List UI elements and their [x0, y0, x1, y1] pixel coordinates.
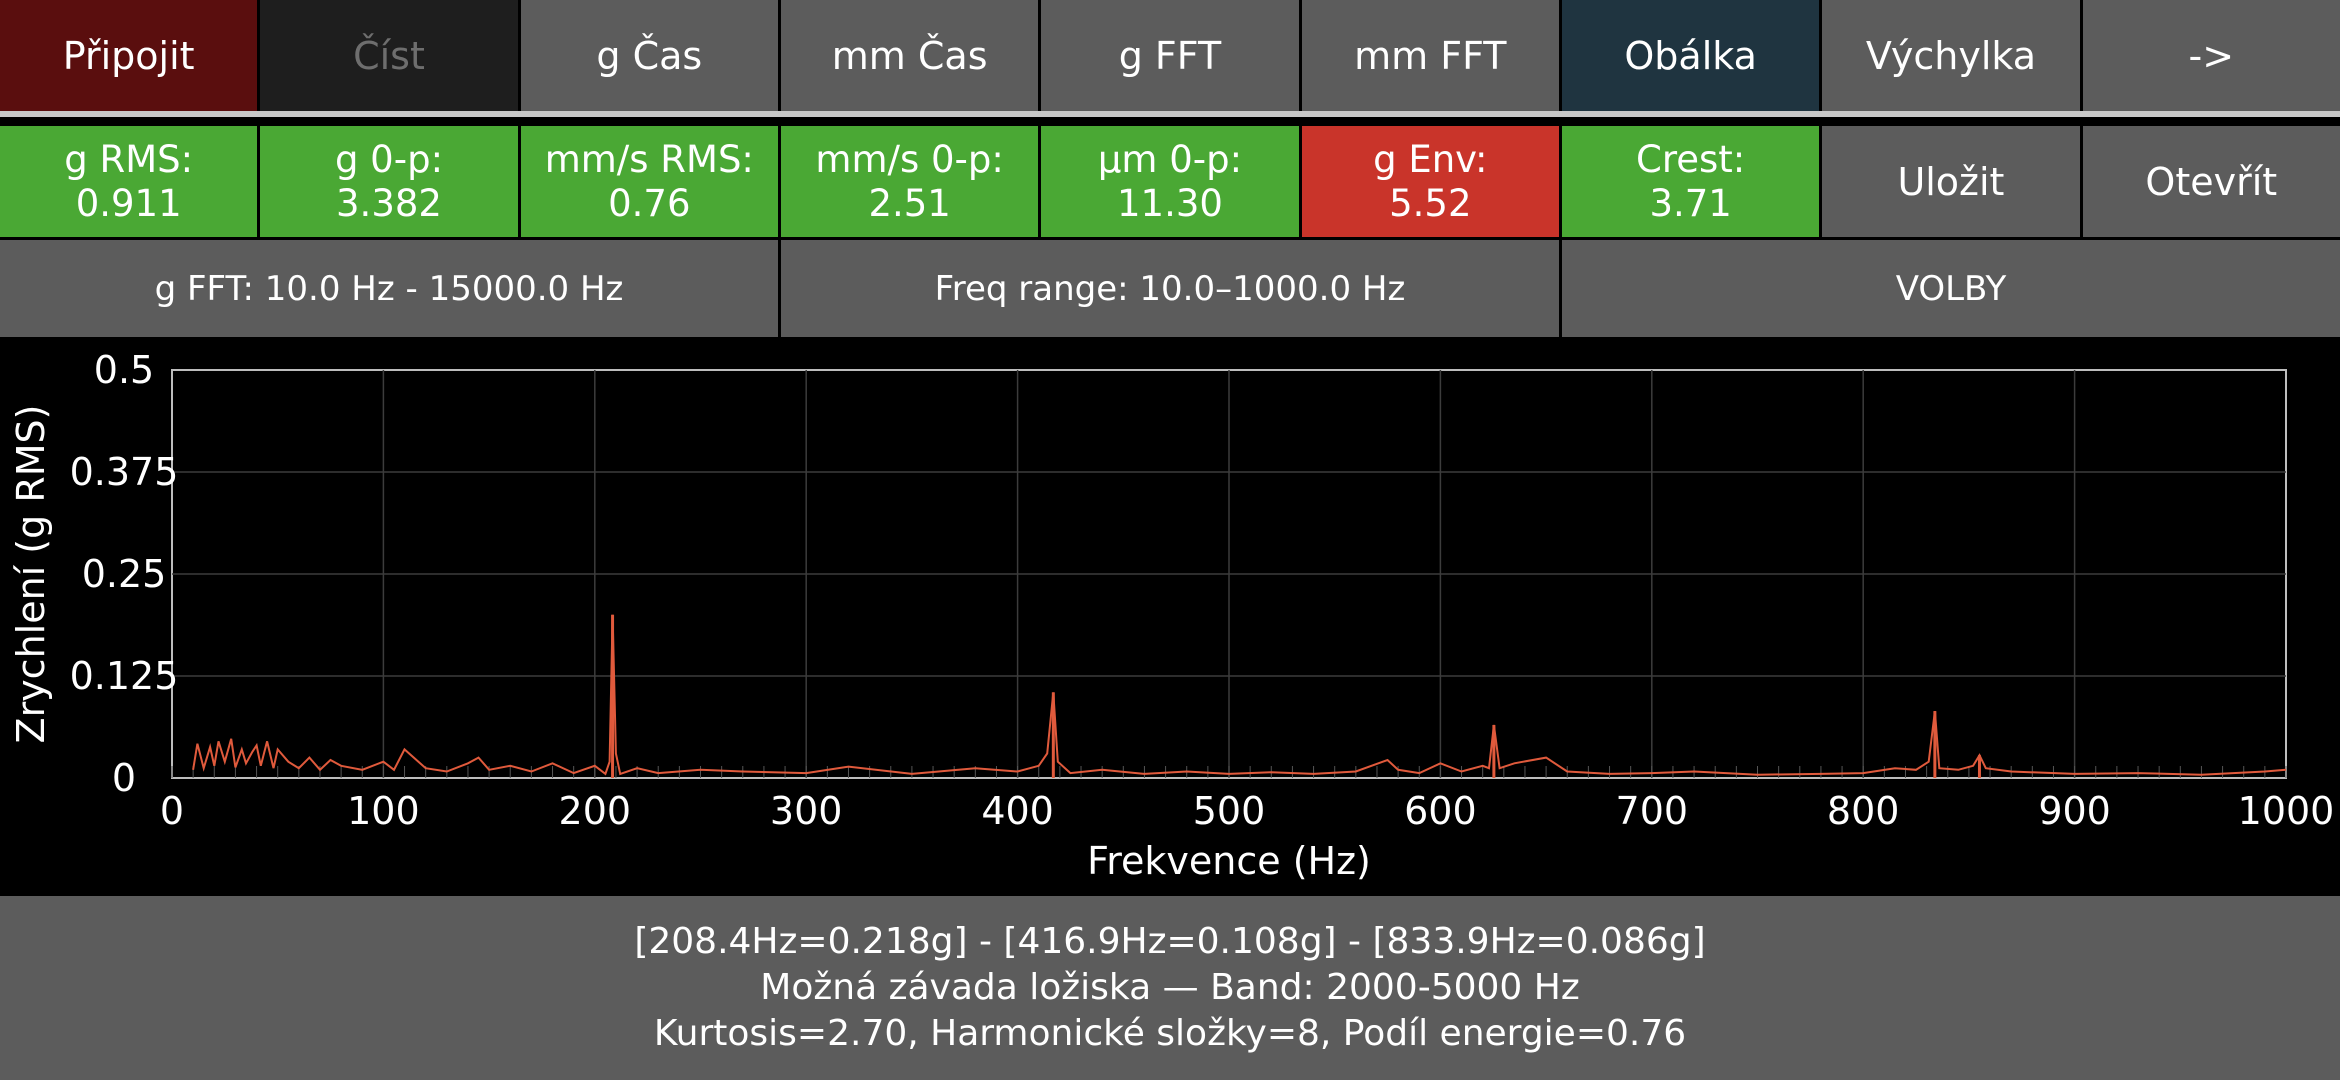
metric-value: 2.51 [868, 181, 951, 225]
metric-mms-0p: mm/s 0-p: 2.51 [780, 126, 1039, 237]
metric-value: 0.76 [608, 181, 691, 225]
x-tick-label: 200 [559, 789, 632, 833]
y-axis-label: Zrychlení (g RMS) [9, 405, 53, 744]
y-tick-label: 0.375 [70, 450, 179, 494]
x-tick-label: 1000 [2238, 789, 2335, 833]
displacement-button[interactable]: Výchylka [1822, 0, 2080, 111]
mm-fft-button[interactable]: mm FFT [1301, 0, 1559, 111]
toolbar-divider [0, 111, 2340, 117]
y-tick-label: 0.5 [94, 348, 154, 392]
metric-value: 5.52 [1389, 181, 1472, 225]
x-tick-label: 800 [1827, 789, 1900, 833]
metric-label: g 0-p: [334, 137, 444, 181]
next-page-button[interactable]: -> [2082, 0, 2340, 111]
metric-label: Crest: [1636, 137, 1746, 181]
settings-bar: g FFT: 10.0 Hz - 15000.0 Hz Freq range: … [0, 240, 2340, 337]
read-button[interactable]: Číst [260, 0, 518, 111]
diagnostic-info-panel: [208.4Hz=0.218g] - [416.9Hz=0.108g] - [8… [0, 896, 2340, 1080]
y-tick-label: 0 [112, 756, 136, 800]
connect-button[interactable]: Připojit [0, 0, 258, 111]
metric-label: µm 0-p: [1097, 137, 1243, 181]
metric-value: 11.30 [1117, 181, 1223, 225]
metric-label: g RMS: [64, 137, 194, 181]
spectrum-chart[interactable]: 0 100 200 300 400 500 600 700 800 900 1000 0 0.125 0.… [0, 340, 2340, 896]
diagnosis-text: Možná závada ložiska — Band: 2000-5000 H… [760, 966, 1580, 1008]
save-button[interactable]: Uložit [1822, 126, 2080, 237]
open-button[interactable]: Otevřít [2082, 126, 2340, 237]
metric-value: 0.911 [75, 181, 182, 225]
metric-mms-rms: mm/s RMS: 0.76 [520, 126, 778, 237]
y-tick-label: 0.25 [82, 552, 167, 596]
x-tick-label: 500 [1193, 789, 1266, 833]
x-tick-label: 100 [347, 789, 420, 833]
x-tick-label: 700 [1616, 789, 1689, 833]
options-button[interactable]: VOLBY [1562, 240, 2340, 337]
freq-range-button[interactable]: Freq range: 10.0–1000.0 Hz [781, 240, 1559, 337]
peaks-summary: [208.4Hz=0.218g] - [416.9Hz=0.108g] - [8… [634, 920, 1706, 962]
g-time-button[interactable]: g Čas [520, 0, 778, 111]
metric-g-rms: g RMS: 0.911 [0, 126, 258, 237]
metric-label: mm/s 0-p: [815, 137, 1004, 181]
metric-value: 3.71 [1649, 181, 1732, 225]
metric-g-env: g Env: 5.52 [1301, 126, 1559, 237]
mm-time-button[interactable]: mm Čas [780, 0, 1039, 111]
mode-toolbar: Připojit Číst g Čas mm Čas g FFT mm FFT … [0, 0, 2340, 111]
metric-label: g Env: [1373, 137, 1488, 181]
x-tick-label: 300 [770, 789, 843, 833]
x-axis-label: Frekvence (Hz) [1087, 839, 1371, 883]
metric-um-0p: µm 0-p: 11.30 [1041, 126, 1299, 237]
spectrum-trace [192, 614, 2287, 776]
metrics-bar: g RMS: 0.911 g 0-p: 3.382 mm/s RMS: 0.76… [0, 126, 2340, 237]
x-tick-label: 900 [2038, 789, 2111, 833]
y-tick-label: 0.125 [70, 654, 179, 698]
metric-crest: Crest: 3.71 [1561, 126, 1820, 237]
fft-range-button[interactable]: g FFT: 10.0 Hz - 15000.0 Hz [0, 240, 778, 337]
metric-label: mm/s RMS: [544, 137, 754, 181]
x-tick-label: 600 [1404, 789, 1477, 833]
metric-value: 3.382 [336, 181, 442, 225]
g-fft-button[interactable]: g FFT [1041, 0, 1299, 111]
x-tick-label: 400 [981, 789, 1054, 833]
statistics-text: Kurtosis=2.70, Harmonické složky=8, Podí… [653, 1013, 1687, 1055]
x-tick-label: 0 [160, 789, 184, 833]
envelope-button[interactable]: Obálka [1561, 0, 1820, 111]
metric-g-0p: g 0-p: 3.382 [260, 126, 518, 237]
